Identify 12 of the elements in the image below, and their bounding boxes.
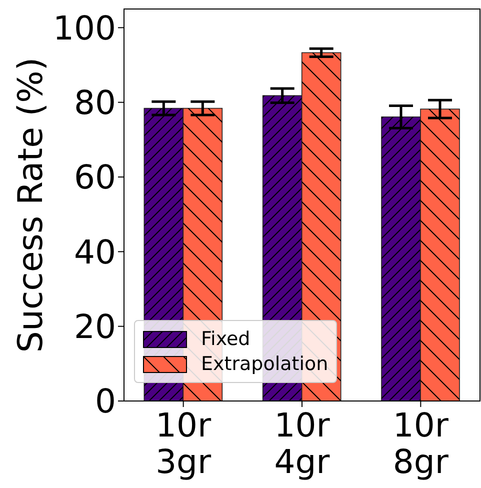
x-tick-label: 10r 8gr (392, 406, 449, 481)
legend-label: Extrapolation (201, 353, 328, 375)
y-tick-label: 80 (74, 83, 116, 122)
legend-label: Fixed (201, 328, 250, 350)
x-tick-label: 10r 4gr (274, 406, 330, 481)
x-tick-label: 10r 3gr (156, 406, 212, 481)
y-tick-label: 40 (74, 232, 116, 272)
y-tick-label: 20 (74, 307, 116, 346)
y-tick-label: 0 (95, 382, 116, 421)
y-axis-title: Success Rate (%) (11, 57, 52, 353)
y-tick-label: 60 (74, 158, 116, 197)
y-tick-label: 100 (53, 8, 116, 48)
